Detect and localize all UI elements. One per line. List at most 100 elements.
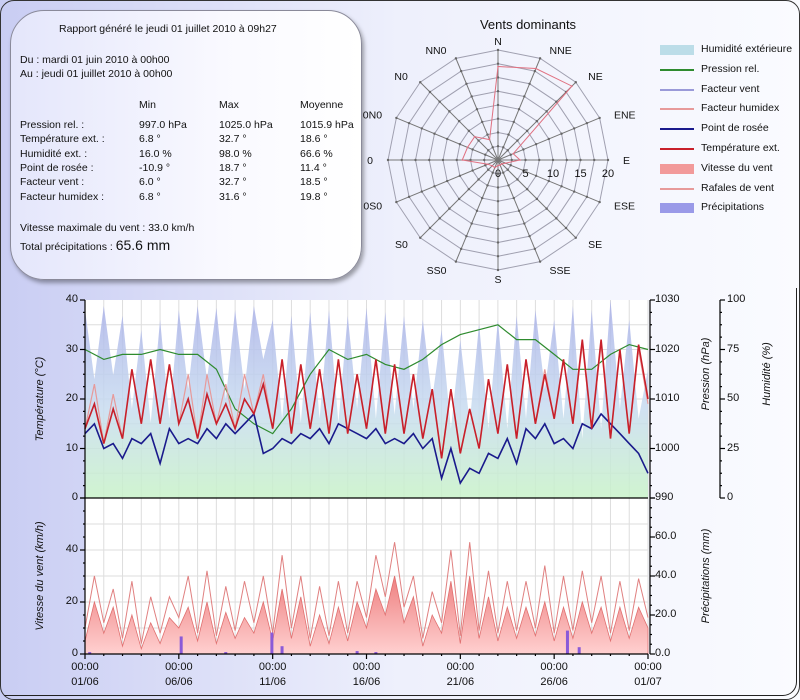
wind-tick-label: 0 <box>71 647 78 659</box>
chart-panel <box>4 288 797 696</box>
rose-tick <box>496 200 500 203</box>
rose-point <box>504 162 507 164</box>
max-wind: Vitesse maximale du vent : 33.0 km/h <box>20 222 195 234</box>
wind-speed-area <box>84 575 649 655</box>
legend-label: Facteur vent <box>701 82 760 95</box>
rose-tick <box>517 107 521 111</box>
rose-tick <box>573 127 576 130</box>
rose-tick <box>395 116 398 120</box>
legend-swatch <box>660 203 694 214</box>
precipitation-bar <box>280 646 284 654</box>
rose-tick <box>496 227 500 230</box>
pressure-tick-label: 1030 <box>655 293 680 305</box>
rose-tick <box>522 148 525 151</box>
rose-tick <box>573 190 576 193</box>
rose-tick <box>481 196 484 200</box>
precipitation-bar <box>270 632 274 654</box>
rose-tick <box>512 196 515 200</box>
rose-tick <box>448 207 451 210</box>
rose-direction-label: NE <box>588 71 603 83</box>
rose-direction-label: S <box>494 274 501 286</box>
rose-tick <box>470 95 473 98</box>
stat-max: 18.7 ° <box>219 161 247 174</box>
rose-tick <box>481 120 484 124</box>
rose-tick-label: 10 <box>547 168 559 180</box>
rose-tick <box>395 200 398 204</box>
humidity-area <box>85 300 648 498</box>
rose-tick <box>496 117 500 120</box>
rose-tick <box>524 158 527 162</box>
stat-label: Facteur humidex : <box>20 190 105 203</box>
x-tick-time: 00:00 <box>71 661 99 673</box>
series-line-temp-rature-ext- <box>84 339 649 459</box>
rose-point <box>499 164 501 166</box>
rose-tick <box>496 76 500 79</box>
rose-point <box>501 163 503 165</box>
rose-tick <box>555 100 558 103</box>
total-precip: Total précipitations : 65.6 mm <box>20 237 170 253</box>
header-max: Max <box>219 99 239 111</box>
legend-label: Précipitations <box>701 201 765 214</box>
rose-tick <box>487 149 490 152</box>
x-tick-date: 01/07 <box>634 676 662 688</box>
rose-tick <box>534 174 538 177</box>
rose-tick <box>545 110 548 113</box>
stat-label: Point de rosée : <box>20 161 94 174</box>
precip-tick-label: 20.0 <box>655 608 677 620</box>
rose-point <box>535 67 537 70</box>
rose-tick <box>457 119 461 123</box>
rose-tick <box>496 62 500 65</box>
precipitation-bar <box>88 652 92 654</box>
rose-tick <box>448 110 451 113</box>
rose-tick <box>486 184 489 187</box>
rose-tick-label: 0 <box>495 168 501 180</box>
rose-tick <box>585 195 589 199</box>
rose-tick <box>459 247 463 251</box>
rose-tick <box>517 209 521 213</box>
header-min: Min <box>139 99 156 111</box>
stat-min: 16.0 % <box>139 147 172 160</box>
wind-tick-label: 40 <box>65 543 78 555</box>
pressure-tick-label: 1020 <box>655 342 680 355</box>
rose-tick <box>523 95 526 98</box>
rose-tick <box>538 260 542 263</box>
report-to: Au : jeudi 01 juillet 2010 à 00h00 <box>20 68 173 80</box>
rose-tick <box>502 146 505 149</box>
humidity-tick-label: 0 <box>727 491 734 503</box>
stat-max: 32.7 ° <box>219 133 247 146</box>
precipitation-bar <box>374 652 378 654</box>
rose-tick <box>538 158 541 162</box>
stat-max: 32.7 ° <box>219 176 247 189</box>
stat-min: -10.9 ° <box>139 161 171 174</box>
rose-tick <box>525 187 529 191</box>
rose-tick <box>496 241 500 244</box>
rose-tick-label: 15 <box>574 168 586 180</box>
rose-tick <box>407 195 411 199</box>
rose-tick <box>477 178 480 181</box>
rose-tick <box>606 158 610 162</box>
rose-tick <box>533 247 537 251</box>
x-tick-time: 00:00 <box>446 661 475 673</box>
y-tick-label: 30 <box>65 342 78 355</box>
rose-tick <box>535 119 539 123</box>
rose-tick <box>598 200 601 204</box>
x-tick-time: 00:00 <box>540 661 568 673</box>
wind-axis-title: Vitesse du vent (km/h) <box>34 521 46 631</box>
legend-swatch <box>660 128 694 131</box>
rose-tick <box>579 158 582 162</box>
legend-label: Vitesse du vent <box>701 161 773 174</box>
rose-tick <box>506 149 509 152</box>
stat-avg: 19.8 ° <box>300 190 328 203</box>
rose-tick <box>496 145 500 148</box>
rose-direction-label: N0 <box>394 71 408 83</box>
precip-axis-title: Précipitations (mm) <box>700 528 712 624</box>
x-tick-date: 26/06 <box>540 676 568 688</box>
rose-direction-label: S0 <box>395 239 408 251</box>
stat-label: Humidité ext. : <box>20 147 88 160</box>
precipitation-bar <box>179 636 183 654</box>
rose-tick <box>458 174 462 177</box>
rose-tick <box>545 207 548 210</box>
rose-point <box>497 65 499 68</box>
rose-tick <box>560 185 563 188</box>
y-tick-label: 0 <box>71 491 78 503</box>
